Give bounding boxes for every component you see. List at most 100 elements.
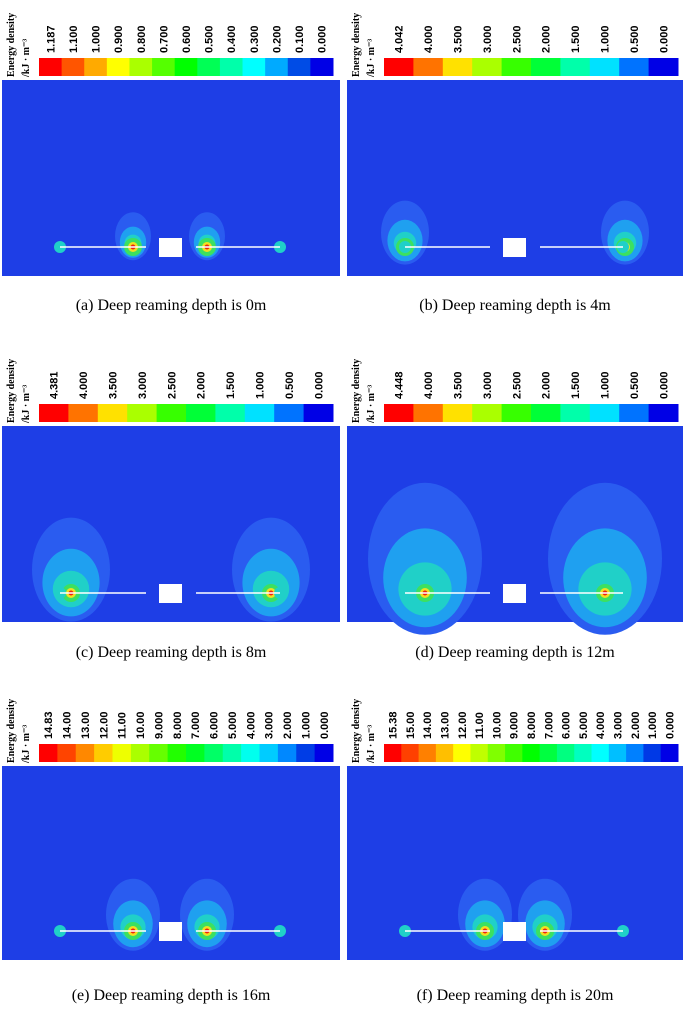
- colorbar-swatch: [314, 744, 334, 762]
- colorbar-swatch: [384, 404, 414, 422]
- roadway: [159, 922, 182, 941]
- legend-label: 4.042: [394, 25, 406, 53]
- legend-label: 0.200: [271, 25, 283, 53]
- caption: (e) Deep reaming depth is 16m: [72, 987, 271, 1004]
- colorbar-swatch: [648, 404, 679, 422]
- legend-label: 1.000: [647, 711, 659, 739]
- colorbar-swatch: [648, 58, 679, 76]
- colorbar-swatch: [241, 744, 260, 762]
- colorbar-swatch: [274, 404, 305, 422]
- colorbar-swatch: [156, 404, 187, 422]
- legend-label: 1.000: [600, 25, 612, 53]
- colorbar-swatch: [68, 404, 99, 422]
- legend-label: 10.00: [491, 711, 503, 739]
- colorbar-swatch: [589, 404, 620, 422]
- legend-title: Energy density: [6, 699, 17, 763]
- colorbar-swatch: [39, 744, 58, 762]
- colorbar-swatch: [75, 744, 95, 762]
- legend-label: 3.000: [612, 711, 624, 739]
- colorbar-swatch: [39, 58, 63, 76]
- colorbar-swatch: [127, 404, 158, 422]
- legend-label: 7.000: [190, 711, 202, 739]
- legend-label: 4.000: [245, 711, 257, 739]
- colorbar-swatch: [219, 58, 244, 76]
- legend-label: 13.00: [80, 711, 92, 739]
- legend-label: 0.400: [226, 25, 238, 53]
- legend-label: 4.381: [49, 371, 61, 399]
- legend-label: 10.00: [135, 711, 147, 739]
- caption: (f) Deep reaming depth is 20m: [417, 987, 614, 1004]
- legend-label: 1.000: [255, 371, 267, 399]
- legend-label: 5.000: [578, 711, 590, 739]
- colorbar-swatch: [442, 58, 473, 76]
- legend-label: 1.187: [45, 25, 57, 53]
- legend-label: 0.000: [658, 371, 670, 399]
- panel: Energy density/kJ · m⁻³ 4.042 4.000 3.500 3.…: [347, 13, 683, 314]
- colorbar-swatch: [505, 744, 523, 762]
- legend-label: 0.000: [313, 371, 325, 399]
- colorbar-swatch: [591, 744, 610, 762]
- colorbar-swatch: [522, 744, 541, 762]
- legend-label: 1.100: [68, 25, 80, 53]
- colorbar-swatch: [94, 744, 113, 762]
- legend-label: 3.500: [108, 371, 120, 399]
- legend-label: 9.000: [509, 711, 521, 739]
- legend-label: 0.000: [664, 711, 676, 739]
- legend-title: Energy density: [351, 359, 362, 423]
- legend-label: 0.000: [317, 25, 329, 53]
- roadway: [503, 584, 526, 603]
- legend-label: 8.000: [172, 711, 184, 739]
- legend-label: 2.500: [511, 371, 523, 399]
- colorbar-swatch: [129, 58, 153, 76]
- legend-label: 4.000: [423, 371, 435, 399]
- colorbar-swatch: [259, 744, 279, 762]
- legend-unit: /kJ · m⁻³: [366, 385, 377, 424]
- legend-unit: /kJ · m⁻³: [366, 39, 377, 78]
- legend-label: 2.500: [166, 371, 178, 399]
- legend-label: 6.000: [561, 711, 573, 739]
- colorbar-swatch: [152, 58, 176, 76]
- legend-title: Energy density: [6, 13, 17, 77]
- legend-label: 4.000: [423, 25, 435, 53]
- legend-label: 1.500: [570, 371, 582, 399]
- colorbar-swatch: [215, 404, 246, 422]
- colorbar-swatch: [472, 404, 503, 422]
- legend-label: 14.00: [62, 711, 74, 739]
- colorbar-swatch: [174, 58, 198, 76]
- colorbar-swatch: [472, 58, 503, 76]
- legend-label: 7.000: [543, 711, 555, 739]
- colorbar-swatch: [556, 744, 575, 762]
- legend-unit: /kJ · m⁻³: [21, 385, 32, 424]
- legend-title: Energy density: [351, 13, 362, 77]
- legend-label: 0.100: [294, 25, 306, 53]
- legend-label: 0.900: [113, 25, 125, 53]
- colorbar-swatch: [61, 58, 85, 76]
- legend-label: 3.000: [137, 371, 149, 399]
- legend-label: 0.700: [158, 25, 170, 53]
- legend-label: 8.000: [526, 711, 538, 739]
- legend-label: 15.38: [388, 711, 400, 739]
- caption: (a) Deep reaming depth is 0m: [76, 297, 267, 314]
- legend-label: 11.00: [117, 712, 129, 739]
- colorbar-swatch: [413, 404, 444, 422]
- legend-label: 1.500: [570, 25, 582, 53]
- colorbar-swatch: [442, 404, 473, 422]
- colorbar-swatch: [619, 58, 650, 76]
- colorbar-swatch: [303, 404, 334, 422]
- legend-label: 2.000: [541, 371, 553, 399]
- legend-label: 2.000: [282, 711, 294, 739]
- legend-label: 14.00: [422, 711, 434, 739]
- legend-label: 3.000: [482, 25, 494, 53]
- colorbar-swatch: [149, 744, 169, 762]
- colorbar-swatch: [453, 744, 471, 762]
- colorbar-swatch: [435, 744, 454, 762]
- legend-label: 3.500: [453, 371, 465, 399]
- colorbar-swatch: [204, 744, 224, 762]
- legend-label: 14.83: [43, 711, 55, 739]
- colorbar-swatch: [418, 744, 437, 762]
- colorbar-swatch: [242, 58, 266, 76]
- legend-label: 0.000: [658, 25, 670, 53]
- colorbar-swatch: [384, 58, 414, 76]
- colorbar-swatch: [310, 58, 334, 76]
